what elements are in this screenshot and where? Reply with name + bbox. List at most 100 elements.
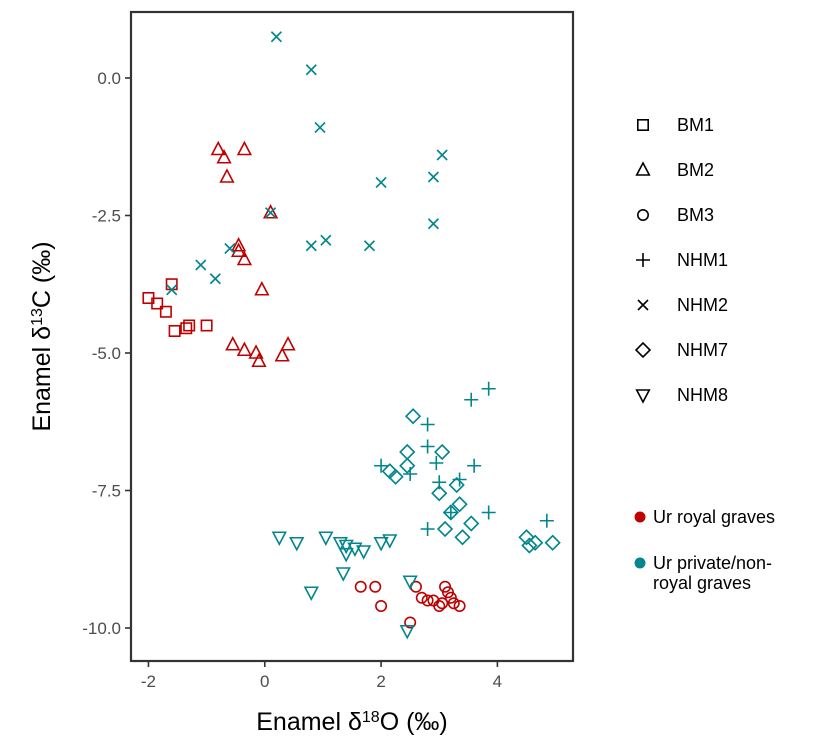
legend-label: BM3 [677, 205, 714, 225]
data-point [443, 505, 458, 520]
data-point [481, 381, 496, 396]
y-axis-title: Enamel δ13C (‰) [28, 241, 56, 431]
legend-key-x [637, 299, 649, 311]
data-point [274, 347, 290, 362]
y-tick-label: -10.0 [82, 619, 121, 638]
data-point [236, 250, 253, 266]
data-point [433, 599, 446, 612]
x-axis-title-superscript: 18 [362, 709, 380, 726]
legend-key-dot [634, 511, 646, 523]
legend-label: NHM7 [677, 340, 728, 360]
data-point [467, 458, 482, 473]
data-point [354, 580, 367, 593]
data-point [375, 176, 387, 189]
axes: -2 0 2 4 0.0 -2.5 -5.0 -7.5 -10.0 [82, 10, 575, 691]
legend-key-square [636, 119, 649, 132]
legend-group-item: Ur royal graves [634, 507, 775, 527]
legend-item-nhm1: NHM1 [636, 250, 728, 270]
data-point [209, 273, 221, 285]
data-point [271, 531, 287, 546]
y-tick-label: -5.0 [92, 344, 121, 363]
legend-label: BM2 [677, 160, 714, 180]
legend-label: NHM8 [677, 385, 728, 405]
data-point [420, 522, 435, 536]
legend-label: NHM1 [677, 250, 728, 270]
data-point [451, 496, 468, 513]
legend-key-triangle-down [635, 389, 651, 404]
data-point [248, 344, 264, 359]
data-point [373, 536, 389, 552]
data-point [314, 121, 326, 134]
data-point [320, 234, 332, 246]
data-point [225, 336, 241, 351]
data-point [453, 599, 466, 612]
data-point [421, 594, 434, 607]
legend-key-diamond [634, 341, 652, 359]
data-point [251, 352, 267, 368]
y-tick-label: -2.5 [92, 207, 121, 226]
data-point [200, 319, 213, 332]
series-bm2 [210, 140, 296, 368]
data-point [375, 599, 388, 612]
data-point [404, 408, 422, 425]
data-point [280, 336, 296, 351]
x-tick-label: 2 [376, 672, 385, 691]
legend-key-plus [636, 253, 650, 267]
data-point [216, 149, 232, 164]
data-point [436, 597, 449, 610]
data-point [521, 537, 538, 554]
data-point [230, 237, 247, 252]
series-nhm8 [271, 531, 418, 640]
legend-key-circle [636, 209, 649, 222]
data-point [374, 458, 389, 473]
data-point [335, 567, 351, 582]
data-point [539, 513, 554, 528]
data-point [464, 392, 479, 407]
y-axis-title-suffix: C (‰) [28, 241, 56, 308]
y-tick-label: -7.5 [92, 482, 121, 501]
data-point [318, 531, 334, 546]
data-point [431, 485, 448, 502]
legend-item-nhm7: NHM7 [634, 340, 728, 360]
data-point [434, 443, 451, 461]
data-point [399, 457, 416, 474]
legend-item-bm3: BM3 [636, 205, 714, 225]
data-point [347, 542, 363, 557]
x-axis-title-prefix: Enamel δ [256, 708, 362, 736]
data-point [305, 64, 317, 76]
plot-area [142, 31, 561, 640]
data-point [270, 31, 282, 43]
legend-item-nhm8: NHM8 [635, 385, 728, 405]
data-point [338, 539, 354, 555]
legend-label: BM1 [677, 115, 714, 135]
data-point [289, 536, 305, 552]
y-tick-label: 0.0 [97, 69, 121, 88]
x-tick-label: 0 [260, 672, 269, 691]
data-point [387, 468, 404, 485]
data-point [159, 305, 172, 318]
data-point [180, 322, 193, 335]
data-point [527, 534, 544, 551]
data-point [236, 341, 253, 357]
legend: BM1 BM2 BM3 NHM1 NHM2 NHM7 NHM8 Ur royal graves… [634, 115, 775, 593]
data-point [420, 439, 435, 454]
series-nhm1 [374, 381, 554, 536]
data-point [230, 242, 247, 258]
data-point [166, 284, 178, 296]
legend-key-dot [634, 557, 646, 569]
y-axis-title-superscript: 13 [29, 308, 46, 326]
data-point [481, 505, 496, 520]
data-point [168, 324, 181, 337]
data-point [195, 259, 207, 271]
data-point [447, 597, 460, 610]
data-point [305, 240, 317, 252]
data-point [356, 545, 372, 560]
data-point [544, 534, 561, 551]
legend-label: NHM2 [677, 295, 728, 315]
data-point [210, 140, 226, 156]
legend-item-bm1: BM1 [636, 115, 714, 135]
data-point [332, 536, 348, 552]
series-nhm7 [381, 408, 561, 554]
data-point [151, 297, 164, 310]
